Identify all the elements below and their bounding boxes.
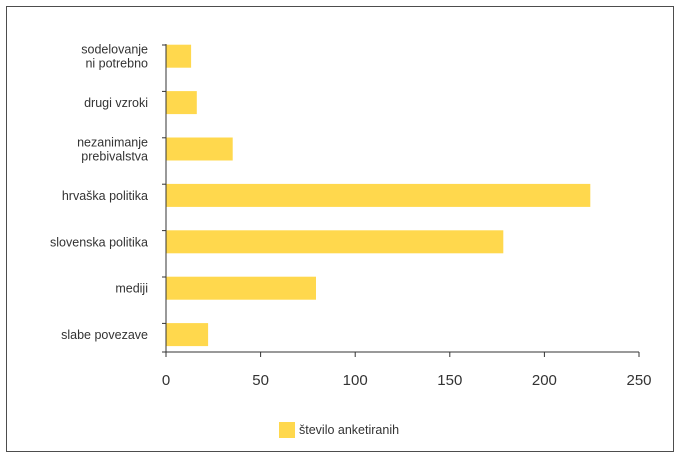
category-label-1: drugi vzroki <box>84 96 148 110</box>
legend-swatch <box>279 422 295 438</box>
category-label-line: slabe povezave <box>61 328 148 342</box>
category-label-line: ni potrebno <box>85 57 148 71</box>
category-label-line: drugi vzroki <box>84 96 148 110</box>
category-label-6: slabe povezave <box>61 328 148 342</box>
x-tick-label-3: 150 <box>437 372 462 389</box>
category-label-line: hrvaška politika <box>62 189 148 203</box>
category-label-line: slovenska politika <box>50 235 148 249</box>
category-label-0: sodelovanje ni potrebno <box>81 43 148 71</box>
x-tick-label-2: 100 <box>343 372 368 389</box>
bar-2 <box>166 137 233 161</box>
bar-1 <box>166 91 197 115</box>
bar-5 <box>166 276 316 300</box>
category-label-4: slovenska politika <box>50 235 148 249</box>
category-label-line: sodelovanje <box>81 43 148 57</box>
bar-6 <box>166 323 209 347</box>
x-tick-label-4: 200 <box>532 372 557 389</box>
category-label-5: mediji <box>115 282 148 296</box>
bar-4 <box>166 230 504 254</box>
legend-label: število anketiranih <box>299 423 399 437</box>
category-label-2: nezanimanje prebivalstva <box>77 136 148 164</box>
chart-frame <box>6 6 674 452</box>
bar-0 <box>166 44 192 68</box>
bar-3 <box>166 183 591 207</box>
category-label-line: prebivalstva <box>81 150 148 164</box>
x-tick-label-0: 0 <box>162 372 170 389</box>
category-label-line: mediji <box>115 282 148 296</box>
x-tick-label-5: 250 <box>626 372 651 389</box>
x-tick-label-1: 50 <box>252 372 269 389</box>
category-label-line: nezanimanje <box>77 136 148 150</box>
category-label-3: hrvaška politika <box>62 189 148 203</box>
